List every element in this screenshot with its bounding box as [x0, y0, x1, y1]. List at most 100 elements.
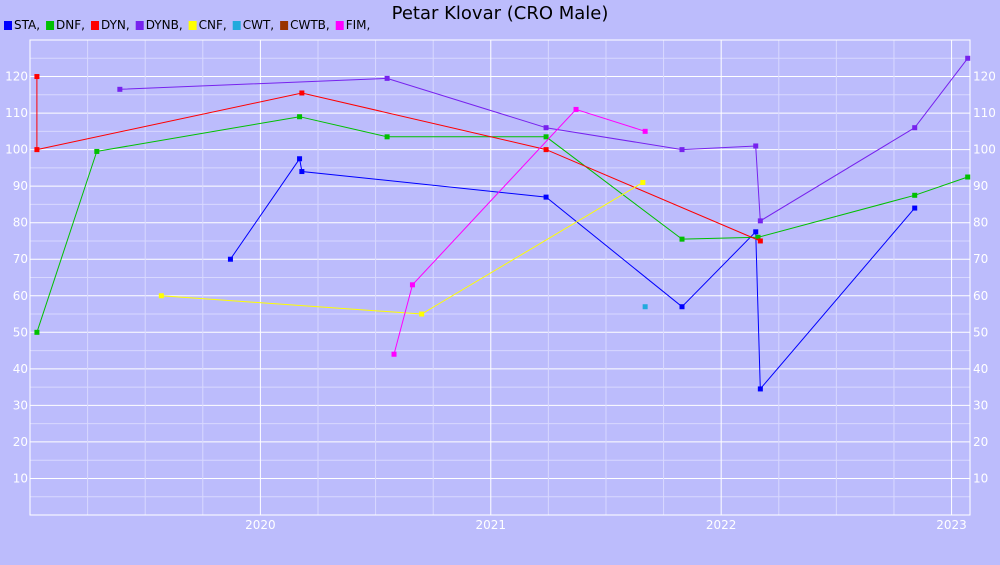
legend-label: CWTB, — [290, 18, 330, 32]
data-point — [391, 351, 397, 357]
data-point — [297, 156, 303, 162]
data-point — [34, 329, 40, 335]
data-point — [757, 386, 763, 392]
legend-swatch — [135, 21, 144, 30]
data-point — [679, 147, 685, 153]
data-point — [158, 293, 164, 299]
data-point — [753, 143, 759, 149]
y-tick-label-right: 80 — [973, 216, 988, 230]
y-tick-label-left: 60 — [13, 289, 28, 303]
legend-swatch — [4, 21, 12, 30]
series-group — [34, 74, 763, 244]
y-tick-label-right: 120 — [973, 70, 996, 84]
data-point — [965, 174, 971, 180]
data-point — [299, 169, 305, 175]
x-tick-label: 2023 — [936, 518, 967, 532]
legend-swatch — [232, 21, 241, 30]
legend-label: CNF, — [199, 18, 227, 32]
y-tick-label-left: 30 — [13, 398, 28, 412]
data-point — [573, 106, 579, 112]
data-point — [965, 55, 971, 61]
grid-lines — [29, 40, 970, 515]
series-group — [34, 114, 971, 335]
data-point — [227, 256, 233, 262]
y-tick-label-right: 70 — [973, 252, 988, 266]
legend-label: FIM, — [346, 18, 371, 32]
y-tick-label-left: 10 — [13, 471, 28, 485]
series-group — [227, 156, 918, 392]
legend-label: CWT, — [243, 18, 274, 32]
y-tick-label-right: 50 — [973, 325, 988, 339]
series-group — [158, 180, 646, 317]
data-point — [543, 134, 549, 140]
data-point — [299, 90, 305, 96]
y-tick-label-left: 20 — [13, 435, 28, 449]
legend: STA, DNF, DYN, DYNB, CNF, CWT, CWTB, FIM, — [4, 18, 370, 32]
data-point — [755, 234, 761, 240]
data-point — [384, 75, 390, 81]
data-point — [34, 74, 40, 80]
x-tick-label: 2022 — [706, 518, 737, 532]
y-tick-label-left: 80 — [13, 216, 28, 230]
y-tick-label-right: 60 — [973, 289, 988, 303]
plot-border — [29, 39, 971, 516]
legend-swatch — [46, 21, 55, 30]
y-tick-label-left: 120 — [5, 70, 28, 84]
y-tick-label-left: 50 — [13, 325, 28, 339]
data-point — [679, 236, 685, 242]
data-point — [753, 229, 759, 235]
data-point — [94, 148, 100, 154]
legend-label: DYN, — [101, 18, 130, 32]
data-point — [543, 125, 549, 131]
data-point — [757, 218, 763, 224]
legend-swatch — [90, 21, 99, 30]
legend-label: STA, — [14, 18, 40, 32]
y-tick-label-left: 70 — [13, 252, 28, 266]
y-tick-label-right: 110 — [973, 106, 996, 120]
series-line — [393, 108, 646, 355]
y-tick-label-left: 40 — [13, 362, 28, 376]
y-axis-right-ticks: 10 20 30 40 50 60 70 80 90 100 110 120 — [973, 70, 996, 486]
y-tick-label-left: 100 — [5, 143, 28, 157]
y-tick-label-right: 100 — [973, 143, 996, 157]
x-tick-label: 2021 — [476, 518, 507, 532]
y-tick-label-right: 40 — [973, 362, 988, 376]
legend-swatch — [335, 21, 344, 30]
legend-label: DNF, — [56, 18, 85, 32]
y-tick-label-left: 110 — [5, 106, 28, 120]
legend-swatch — [188, 21, 197, 30]
legend-label: DYNB, — [146, 18, 183, 32]
data-point — [642, 128, 648, 134]
data-point — [640, 180, 646, 185]
x-axis-ticks: 2020 2021 2022 2023 — [245, 518, 967, 532]
y-tick-label-right: 90 — [973, 179, 988, 193]
data-point — [912, 192, 918, 198]
data-point — [409, 282, 415, 288]
y-tick-label-right: 30 — [973, 398, 988, 412]
data-point — [642, 304, 648, 310]
data-point — [543, 147, 549, 153]
y-tick-label-right: 20 — [973, 435, 988, 449]
data-point — [419, 311, 425, 317]
y-axis-left-ticks: 10 20 30 40 50 60 70 80 90 100 110 120 — [5, 70, 28, 486]
series-group — [117, 55, 971, 224]
chart-title: Petar Klovar (CRO Male) — [392, 3, 609, 24]
series-group — [642, 304, 648, 310]
data-point — [757, 238, 763, 244]
data-point — [543, 194, 549, 200]
x-tick-label: 2020 — [245, 518, 276, 532]
data-point — [34, 147, 40, 153]
data-point — [912, 125, 918, 131]
data-point — [117, 86, 123, 92]
series-group — [391, 106, 648, 357]
series-line — [119, 57, 969, 222]
data-point — [297, 114, 303, 120]
series-layer — [34, 55, 971, 392]
data-point — [912, 205, 918, 211]
y-tick-label-left: 90 — [13, 179, 28, 193]
data-point — [679, 304, 685, 310]
y-tick-label-right: 10 — [973, 471, 988, 485]
data-point — [384, 134, 390, 140]
legend-swatch — [280, 21, 289, 30]
